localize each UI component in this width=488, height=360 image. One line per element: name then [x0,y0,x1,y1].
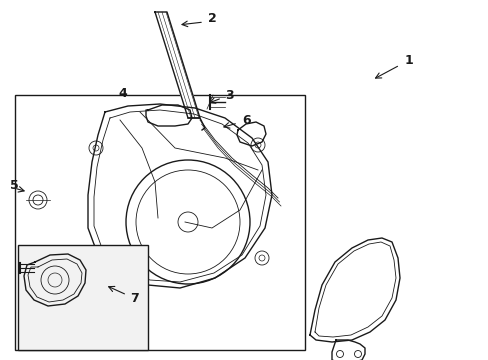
Text: 6: 6 [242,113,250,126]
Text: 3: 3 [224,89,233,102]
Text: 7: 7 [130,292,139,305]
Bar [18,245,148,350]
Text: 4: 4 [118,86,126,99]
Text: 5: 5 [10,179,19,192]
Text: 1: 1 [404,54,413,67]
Bar [15,95,305,350]
Text: 2: 2 [207,12,216,24]
Polygon shape [155,12,200,118]
